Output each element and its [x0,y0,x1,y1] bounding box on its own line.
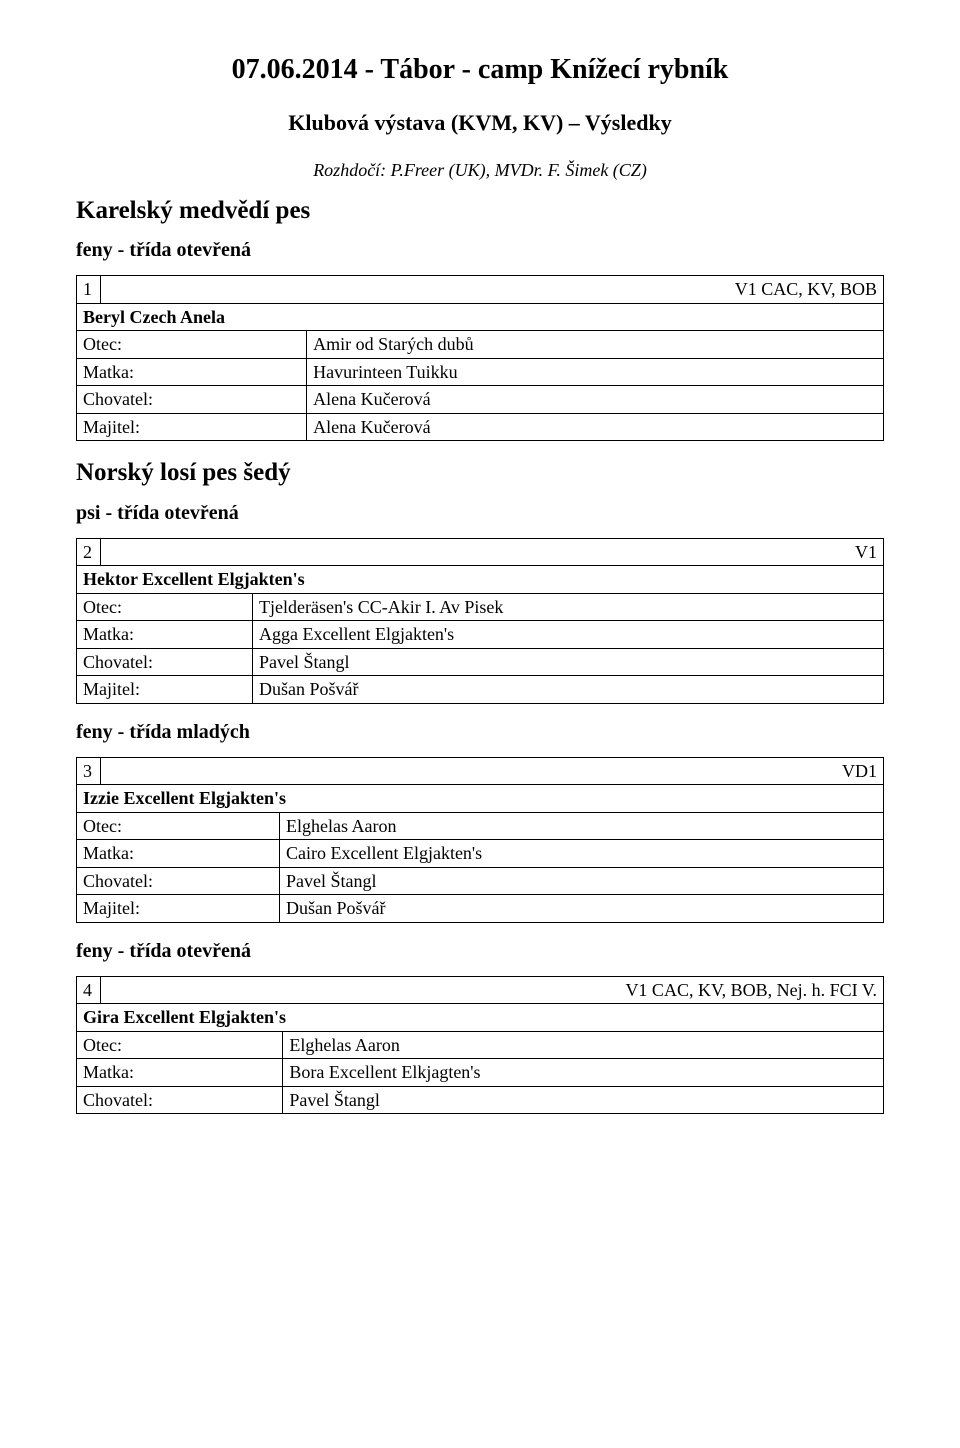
class-heading: feny - třída mladých [76,720,884,745]
class-heading: feny - třída otevřená [76,238,884,263]
detail-value: Dušan Pošvář [280,895,884,923]
detail-value: Cairo Excellent Elgjakten's [280,840,884,868]
class-heading: feny - třída otevřená [76,939,884,964]
page-subtitle: Klubová výstava (KVM, KV) – Výsledky [76,109,884,137]
detail-label: Majitel: [77,895,280,923]
entry-table: 2V1Hektor Excellent Elgjakten'sOtec:Tjel… [76,538,884,704]
detail-value: Alena Kučerová [307,413,884,441]
dog-name: Gira Excellent Elgjakten's [77,1004,884,1032]
entry-award: V1 CAC, KV, BOB [101,276,884,304]
detail-value: Tjelderäsen's CC-Akir I. Av Pisek [253,593,884,621]
detail-label: Matka: [77,840,280,868]
entry-number: 4 [77,976,101,1004]
detail-label: Chovatel: [77,1086,283,1114]
detail-label: Majitel: [77,676,253,704]
dog-name: Hektor Excellent Elgjakten's [77,566,884,594]
breed-heading: Karelský medvědí pes [76,195,884,226]
detail-label: Chovatel: [77,867,280,895]
detail-value: Agga Excellent Elgjakten's [253,621,884,649]
dog-name: Beryl Czech Anela [77,303,884,331]
detail-label: Otec: [77,812,280,840]
detail-value: Elghelas Aaron [280,812,884,840]
entry-award: V1 CAC, KV, BOB, Nej. h. FCI V. [101,976,884,1004]
detail-value: Alena Kučerová [307,386,884,414]
detail-label: Chovatel: [77,648,253,676]
detail-label: Matka: [77,1059,283,1087]
entry-number: 3 [77,757,101,785]
detail-label: Otec: [77,331,307,359]
entry-award: V1 [101,538,884,566]
detail-label: Majitel: [77,413,307,441]
breed-heading: Norský losí pes šedý [76,457,884,488]
entry-table: 1V1 CAC, KV, BOBBeryl Czech AnelaOtec:Am… [76,275,884,441]
detail-label: Otec: [77,593,253,621]
dog-name: Izzie Excellent Elgjakten's [77,785,884,813]
results-content: Karelský medvědí pes feny - třída otevřen… [76,195,884,1114]
page-title: 07.06.2014 - Tábor - camp Knížecí rybník [76,52,884,87]
detail-value: Amir od Starých dubů [307,331,884,359]
detail-label: Chovatel: [77,386,307,414]
detail-value: Pavel Štangl [253,648,884,676]
detail-value: Havurinteen Tuikku [307,358,884,386]
detail-value: Pavel Štangl [280,867,884,895]
detail-label: Matka: [77,621,253,649]
detail-value: Bora Excellent Elkjagten's [283,1059,884,1087]
detail-value: Elghelas Aaron [283,1031,884,1059]
entry-table: 3VD1Izzie Excellent Elgjakten'sOtec:Elgh… [76,757,884,923]
detail-label: Matka: [77,358,307,386]
entry-award: VD1 [101,757,884,785]
entry-table: 4V1 CAC, KV, BOB, Nej. h. FCI V.Gira Exc… [76,976,884,1115]
detail-value: Dušan Pošvář [253,676,884,704]
detail-value: Pavel Štangl [283,1086,884,1114]
judges-line: Rozhdočí: P.Freer (UK), MVDr. F. Šimek (… [76,159,884,182]
detail-label: Otec: [77,1031,283,1059]
class-heading: psi - třída otevřená [76,501,884,526]
entry-number: 1 [77,276,101,304]
entry-number: 2 [77,538,101,566]
